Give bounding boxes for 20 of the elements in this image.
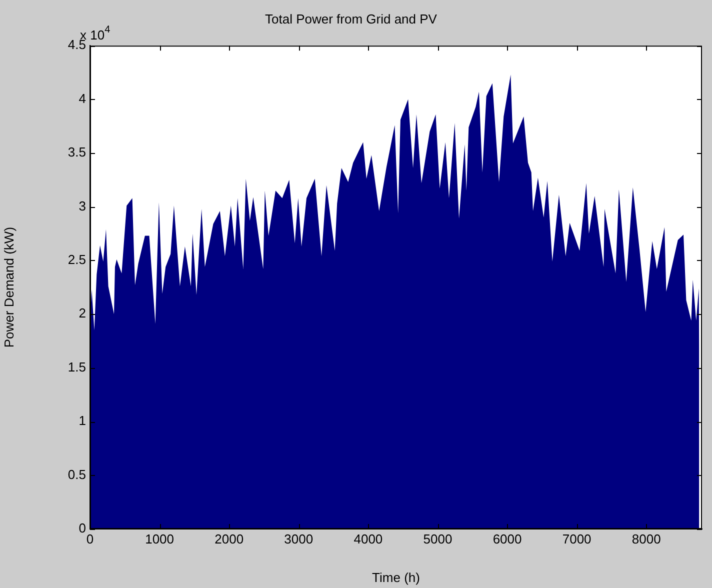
x-axis-title: Time (h)	[372, 570, 420, 585]
y-tick-label: 0	[78, 520, 86, 536]
chart-title: Total Power from Grid and PV	[265, 11, 438, 26]
x-tick-label: 2000	[214, 531, 244, 546]
x-tick-label: 3000	[284, 531, 314, 546]
x-tick-label: 4000	[354, 531, 383, 546]
y-tick-label: 2	[78, 306, 86, 321]
x-tick-label: 6000	[492, 531, 522, 546]
y-tick-label: 3	[78, 198, 86, 214]
x-tick-label: 8000	[632, 531, 661, 546]
y-tick-label: 1.5	[68, 359, 86, 374]
y-tick-label: 3.5	[68, 144, 86, 160]
x-tick-label: 7000	[562, 531, 592, 546]
y-tick-label: 1	[78, 413, 86, 428]
y-tick-label: 2.5	[68, 252, 86, 268]
x-tick-label: 1000	[145, 531, 174, 546]
y-axis-title: Power Demand (kW)	[1, 226, 16, 348]
y-tick-label: 0.5	[68, 466, 86, 482]
y-tick-label: 4	[78, 90, 86, 106]
x-tick-label: 5000	[423, 531, 452, 546]
